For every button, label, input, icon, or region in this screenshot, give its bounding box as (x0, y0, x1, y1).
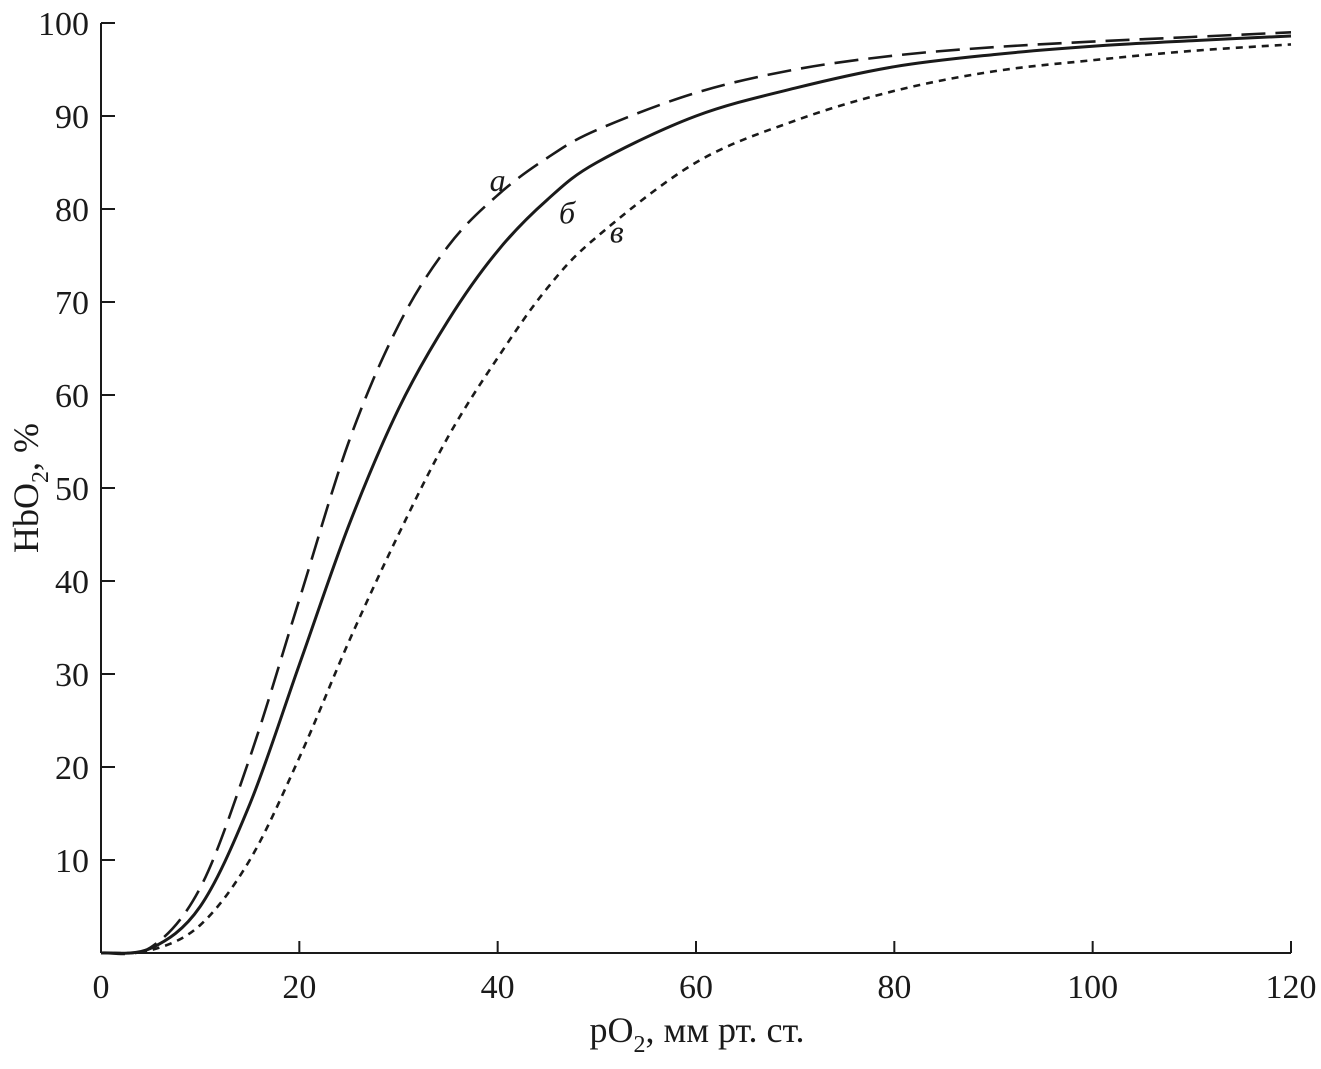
x-axis-label: pO2, мм рт. ст. (589, 1010, 804, 1058)
y-axis-label-sub: 2 (28, 471, 54, 483)
y-axis-label-rest: , % (6, 423, 46, 471)
y-tick-label: 40 (55, 564, 89, 601)
y-tick-label: 100 (38, 6, 89, 43)
x-tick-label: 100 (1067, 969, 1118, 1006)
ticks: 0 20 40 60 80 100 120 10 20 30 40 50 60 70 80 90 100 (38, 6, 1317, 1006)
y-tick-label: 30 (55, 657, 89, 694)
y-tick-label: 20 (55, 750, 89, 787)
x-axis-label-rest: , мм рт. ст. (645, 1010, 804, 1050)
x-tick-label: 120 (1266, 969, 1317, 1006)
y-tick-label: 70 (55, 285, 89, 322)
series-lines (100, 31, 1292, 956)
x-tick-label: 40 (481, 969, 515, 1006)
curve-label-3: в (610, 213, 624, 249)
y-tick-label: 80 (55, 192, 89, 229)
y-tick-label: 10 (55, 843, 89, 880)
x-tick-label: 80 (877, 969, 911, 1006)
curve-label-2: б (559, 195, 576, 231)
series-line-2 (100, 34, 1292, 955)
x-axis-label-main: pO (589, 1010, 633, 1050)
curve-labels: а бв (490, 162, 624, 249)
y-tick-label: 60 (55, 378, 89, 415)
x-tick-label: 0 (93, 969, 110, 1006)
series-line-1 (100, 31, 1292, 956)
y-tick-label: 90 (55, 99, 89, 136)
y-tick-label: 50 (55, 471, 89, 508)
x-tick-label: 60 (679, 969, 713, 1006)
series-line-3 (100, 43, 1292, 955)
curve-label-1: а (490, 162, 506, 198)
y-axis-label: HbO2, % (6, 423, 54, 553)
y-axis-label-main: HbO (6, 483, 46, 553)
x-tick-label: 20 (282, 969, 316, 1006)
x-axis-label-sub: 2 (633, 1032, 645, 1058)
